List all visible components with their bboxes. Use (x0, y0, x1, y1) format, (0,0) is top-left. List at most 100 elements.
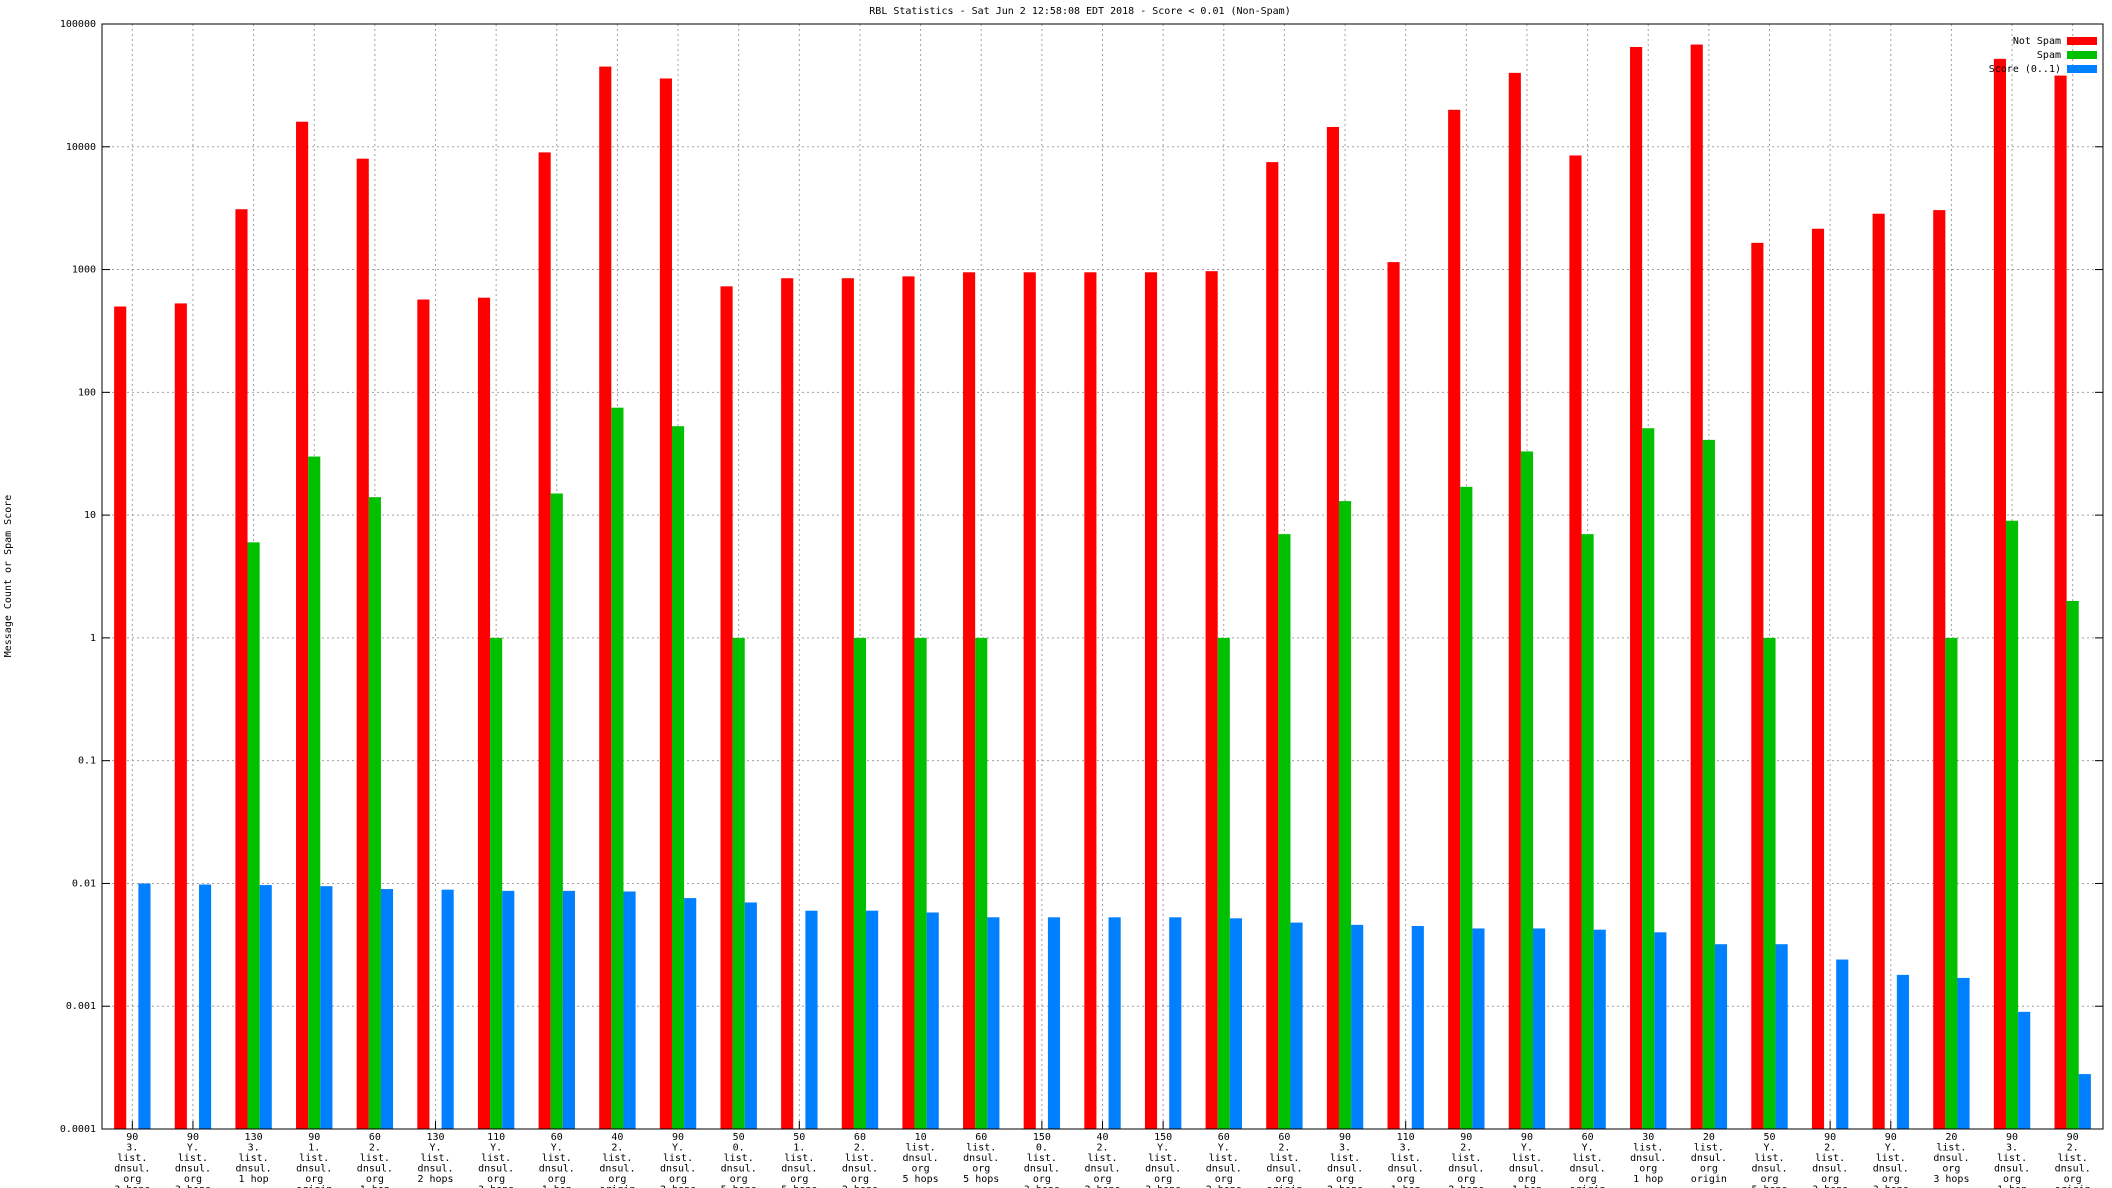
bar (368, 497, 381, 1130)
bar (1751, 242, 1764, 1129)
bar (1654, 932, 1667, 1129)
bar (1642, 428, 1655, 1130)
bar (1957, 977, 1970, 1129)
bar (2018, 1011, 2031, 1129)
bar (247, 542, 260, 1129)
bar (732, 637, 745, 1129)
bar (235, 209, 248, 1129)
bar (926, 912, 939, 1129)
bar (320, 886, 333, 1129)
bar (1472, 928, 1485, 1129)
bar (308, 456, 321, 1129)
bar (1508, 72, 1521, 1130)
bar (1569, 155, 1582, 1130)
bar (1581, 534, 1594, 1129)
bar (720, 286, 733, 1130)
bar (1775, 944, 1788, 1129)
bar (1811, 228, 1825, 1129)
bar (417, 299, 430, 1129)
bar (1217, 637, 1230, 1129)
plot-frame (101, 23, 2104, 1130)
y-tick-label: 1000 (72, 265, 96, 276)
bar (174, 303, 187, 1130)
bar (1169, 917, 1182, 1129)
bar (477, 297, 491, 1130)
bar (1520, 451, 1534, 1130)
x-tick-label: 130 3. list. dnsul. 1 hop (236, 1132, 272, 1185)
bar (1872, 213, 1885, 1130)
y-tick-label: 100000 (60, 19, 96, 30)
bar (1836, 959, 1849, 1129)
bar (502, 890, 515, 1129)
x-tick-label: 10 list. dnsul. org 5 hops (903, 1132, 939, 1185)
y-tick-label: 0.0001 (60, 1124, 96, 1135)
legend-swatch (2067, 37, 2097, 45)
bar (1023, 272, 1036, 1129)
bar (550, 493, 563, 1129)
bar (356, 158, 369, 1130)
x-tick-label: 30 list. dnsul. org 1 hop (1630, 1132, 1666, 1185)
bar (599, 66, 612, 1130)
bar (963, 272, 976, 1129)
y-tick-label: 10 (84, 510, 96, 521)
bar (902, 276, 915, 1130)
bar (1290, 922, 1303, 1129)
bar (2005, 520, 2019, 1129)
bar (853, 637, 867, 1129)
bar (1047, 917, 1061, 1129)
bar (199, 884, 212, 1129)
bar (805, 910, 818, 1129)
bar (1933, 210, 1946, 1129)
bar (1896, 974, 1909, 1129)
bar (866, 910, 879, 1129)
bar (623, 891, 636, 1129)
bar (1411, 926, 1424, 1129)
bar (1690, 44, 1703, 1129)
bar (259, 885, 272, 1129)
bar (1144, 272, 1158, 1129)
bar (1763, 637, 1776, 1129)
bar (2066, 600, 2079, 1129)
y-tick-label: 1 (90, 633, 96, 644)
bar (1278, 534, 1291, 1129)
bar (441, 889, 454, 1129)
bar (684, 898, 697, 1129)
bar (2078, 1074, 2091, 1129)
x-tick-label: 130 Y. list. dnsul. 2 hops (417, 1132, 453, 1185)
bar (296, 121, 309, 1130)
x-tick-label: 20 list. dnsul. org origin (1691, 1132, 1727, 1185)
bar (562, 890, 575, 1129)
y-tick-label: 0.01 (72, 878, 96, 889)
bar (138, 883, 151, 1129)
y-tick-label: 0.1 (78, 756, 96, 767)
x-tick-label: 20 list. dnsul. org 3 hops (1933, 1132, 1969, 1185)
bar (1326, 126, 1339, 1129)
bar (1945, 637, 1958, 1129)
bar (914, 637, 927, 1129)
bar (1460, 486, 1473, 1129)
bar (490, 637, 503, 1129)
bar (987, 917, 1000, 1129)
legend-label: Spam (2037, 50, 2061, 61)
bar (671, 426, 685, 1129)
bar (1593, 929, 1606, 1129)
bar (380, 889, 394, 1129)
